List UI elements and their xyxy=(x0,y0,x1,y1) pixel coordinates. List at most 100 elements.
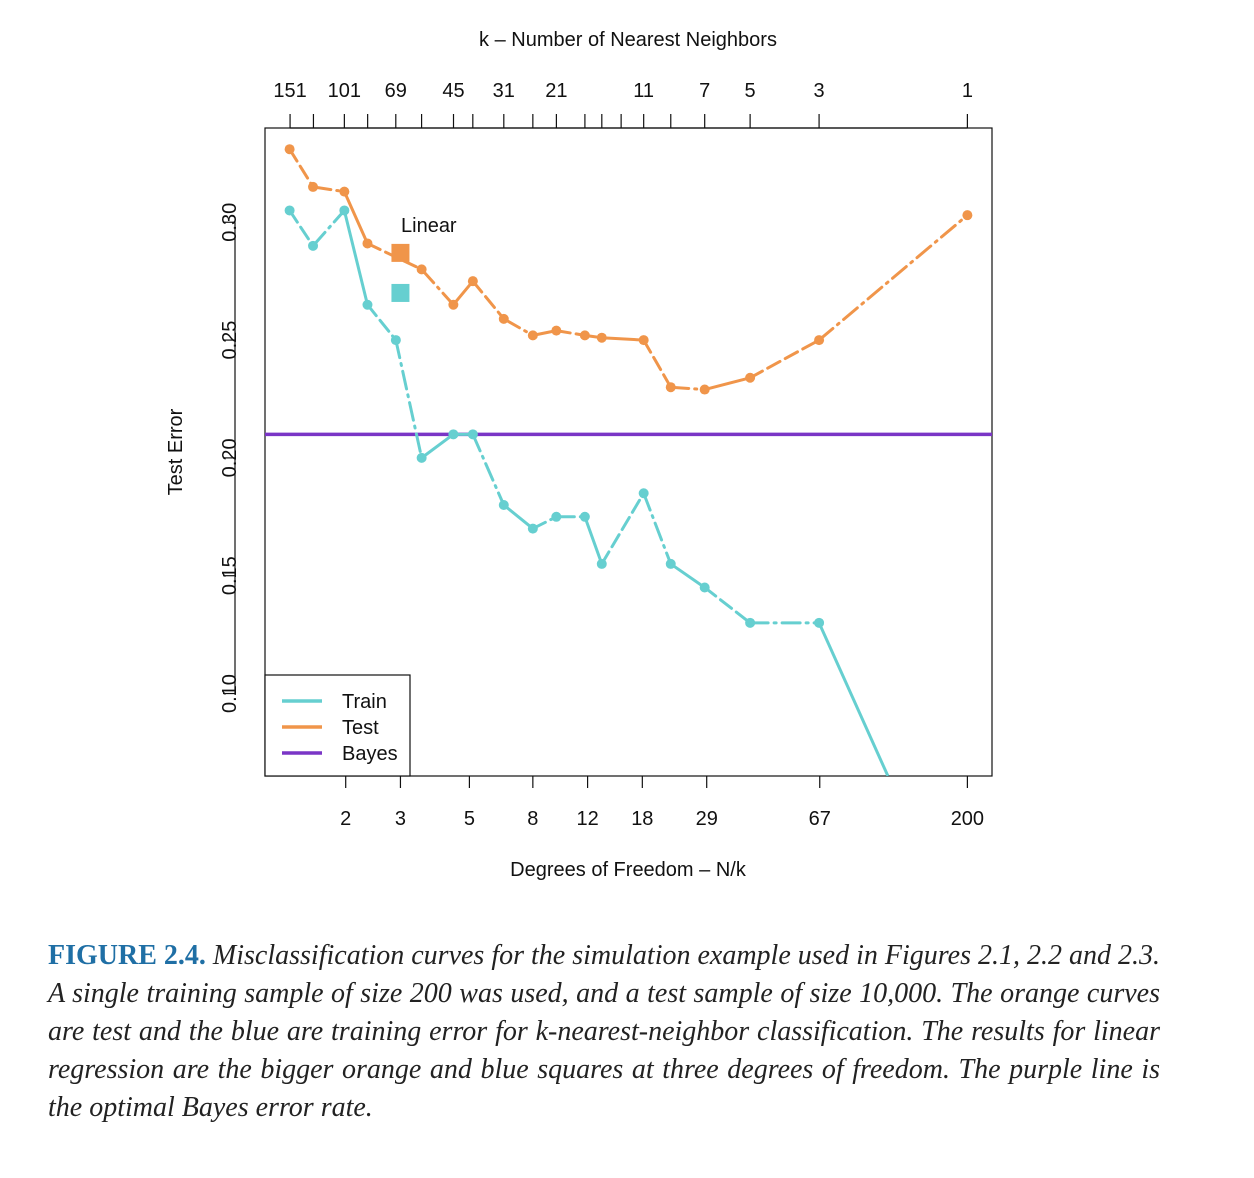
x-tick-label: 67 xyxy=(809,808,831,830)
train-segment xyxy=(311,208,346,248)
linear-test-square xyxy=(391,243,410,262)
train-segment xyxy=(502,503,535,531)
train-segment xyxy=(365,303,398,342)
linear-annotation: Linear xyxy=(401,215,457,237)
train-point xyxy=(579,511,590,522)
train-point xyxy=(745,617,756,628)
top-axis-label: k – Number of Nearest Neighbors xyxy=(479,29,777,51)
test-segment xyxy=(342,190,369,245)
train-segment xyxy=(394,338,424,460)
test-point xyxy=(362,238,373,249)
caption-label: FIGURE 2.4. xyxy=(48,940,206,971)
train-point xyxy=(362,299,373,310)
y-tick-label: 0.25 xyxy=(219,321,241,360)
k-tick-label: 3 xyxy=(814,80,825,102)
test-point xyxy=(699,384,710,395)
train-point xyxy=(814,617,825,628)
legend-label-test: Test xyxy=(342,717,379,739)
x-tick-label: 29 xyxy=(696,808,718,830)
test-point xyxy=(448,299,459,310)
y-tick-label: 0.15 xyxy=(219,556,241,595)
test-point xyxy=(551,325,562,336)
k-tick-label: 101 xyxy=(328,80,361,102)
train-segment xyxy=(471,432,506,507)
y-axis: 0.10 0.15 0.20 0.25 0.30 xyxy=(219,203,241,713)
train-segment xyxy=(342,208,369,307)
y-tick-label: 0.30 xyxy=(219,203,241,242)
test-segment xyxy=(748,338,821,380)
x-axis-label: Degrees of Freedom – N/k xyxy=(510,859,747,881)
train-point xyxy=(308,240,319,251)
top-axis: 151 101 69 45 31 21 11 7 5 3 1 xyxy=(273,80,973,129)
test-point xyxy=(308,181,319,192)
y-axis-label: Test Error xyxy=(165,408,187,495)
legend-label-bayes: Bayes xyxy=(342,743,398,765)
train-point xyxy=(390,335,401,346)
k-tick-label: 31 xyxy=(493,80,515,102)
test-point xyxy=(467,276,478,287)
test-segment xyxy=(669,385,707,392)
train-segment xyxy=(420,432,455,460)
plot-frame xyxy=(264,127,993,777)
caption-text: Misclassification curves for the simulat… xyxy=(48,940,1160,1123)
test-segment xyxy=(600,336,646,342)
train-point xyxy=(527,523,538,534)
k-tick-label: 45 xyxy=(442,80,464,102)
test-segment xyxy=(471,279,506,321)
test-segment xyxy=(420,267,455,307)
k-tick-label: 1 xyxy=(962,80,973,102)
train-point xyxy=(448,429,459,440)
train-point xyxy=(498,500,509,511)
plot-area xyxy=(265,144,992,776)
test-point xyxy=(962,210,973,221)
test-segment xyxy=(311,185,346,194)
x-tick-label: 200 xyxy=(951,808,984,830)
train-point xyxy=(467,429,478,440)
train-point xyxy=(551,511,562,522)
k-tick-label: 5 xyxy=(745,80,756,102)
train-segment xyxy=(288,208,315,248)
test-point xyxy=(814,335,825,346)
train-segment xyxy=(583,515,604,566)
x-tick-label: 18 xyxy=(631,808,653,830)
linear-train-square xyxy=(391,283,410,302)
train-segment xyxy=(669,562,707,589)
train-point xyxy=(699,582,710,593)
train-segment xyxy=(642,491,673,566)
legend-label-train: Train xyxy=(342,691,387,713)
test-segment xyxy=(642,338,673,389)
k-tick-label: 7 xyxy=(699,80,710,102)
test-point xyxy=(596,332,607,343)
k-tick-label: 21 xyxy=(545,80,567,102)
train-point xyxy=(416,452,427,463)
test-segment xyxy=(703,376,752,392)
test-segment xyxy=(451,279,475,307)
train-segment xyxy=(817,622,890,776)
train-segment xyxy=(703,585,752,625)
test-segment xyxy=(817,213,969,342)
test-segment xyxy=(288,147,315,189)
y-tick-label: 0.20 xyxy=(219,438,241,477)
k-tick-label: 69 xyxy=(385,80,407,102)
test-point xyxy=(527,330,538,341)
train-point xyxy=(638,488,649,499)
plot-series-group xyxy=(265,144,992,776)
x-axis: 2 3 5 8 12 18 29 67 200 xyxy=(340,776,984,830)
test-point xyxy=(665,382,676,393)
y-tick-label: 0.10 xyxy=(219,674,241,713)
test-point xyxy=(579,330,590,341)
train-point xyxy=(284,205,295,216)
train-point xyxy=(665,558,676,569)
test-point xyxy=(745,372,756,383)
test-point xyxy=(284,144,295,155)
train-point xyxy=(596,558,607,569)
figure-caption: FIGURE 2.4. Misclassification curves for… xyxy=(48,937,1160,1127)
x-tick-label: 5 xyxy=(464,808,475,830)
test-point xyxy=(416,264,427,275)
train-segment xyxy=(600,491,646,566)
k-tick-label: 11 xyxy=(633,80,654,102)
legend: Train Test Bayes xyxy=(264,674,411,777)
test-point xyxy=(498,313,509,324)
misclassification-chart: k – Number of Nearest Neighbors 151 101 69… xyxy=(165,29,993,881)
test-point xyxy=(638,335,649,346)
